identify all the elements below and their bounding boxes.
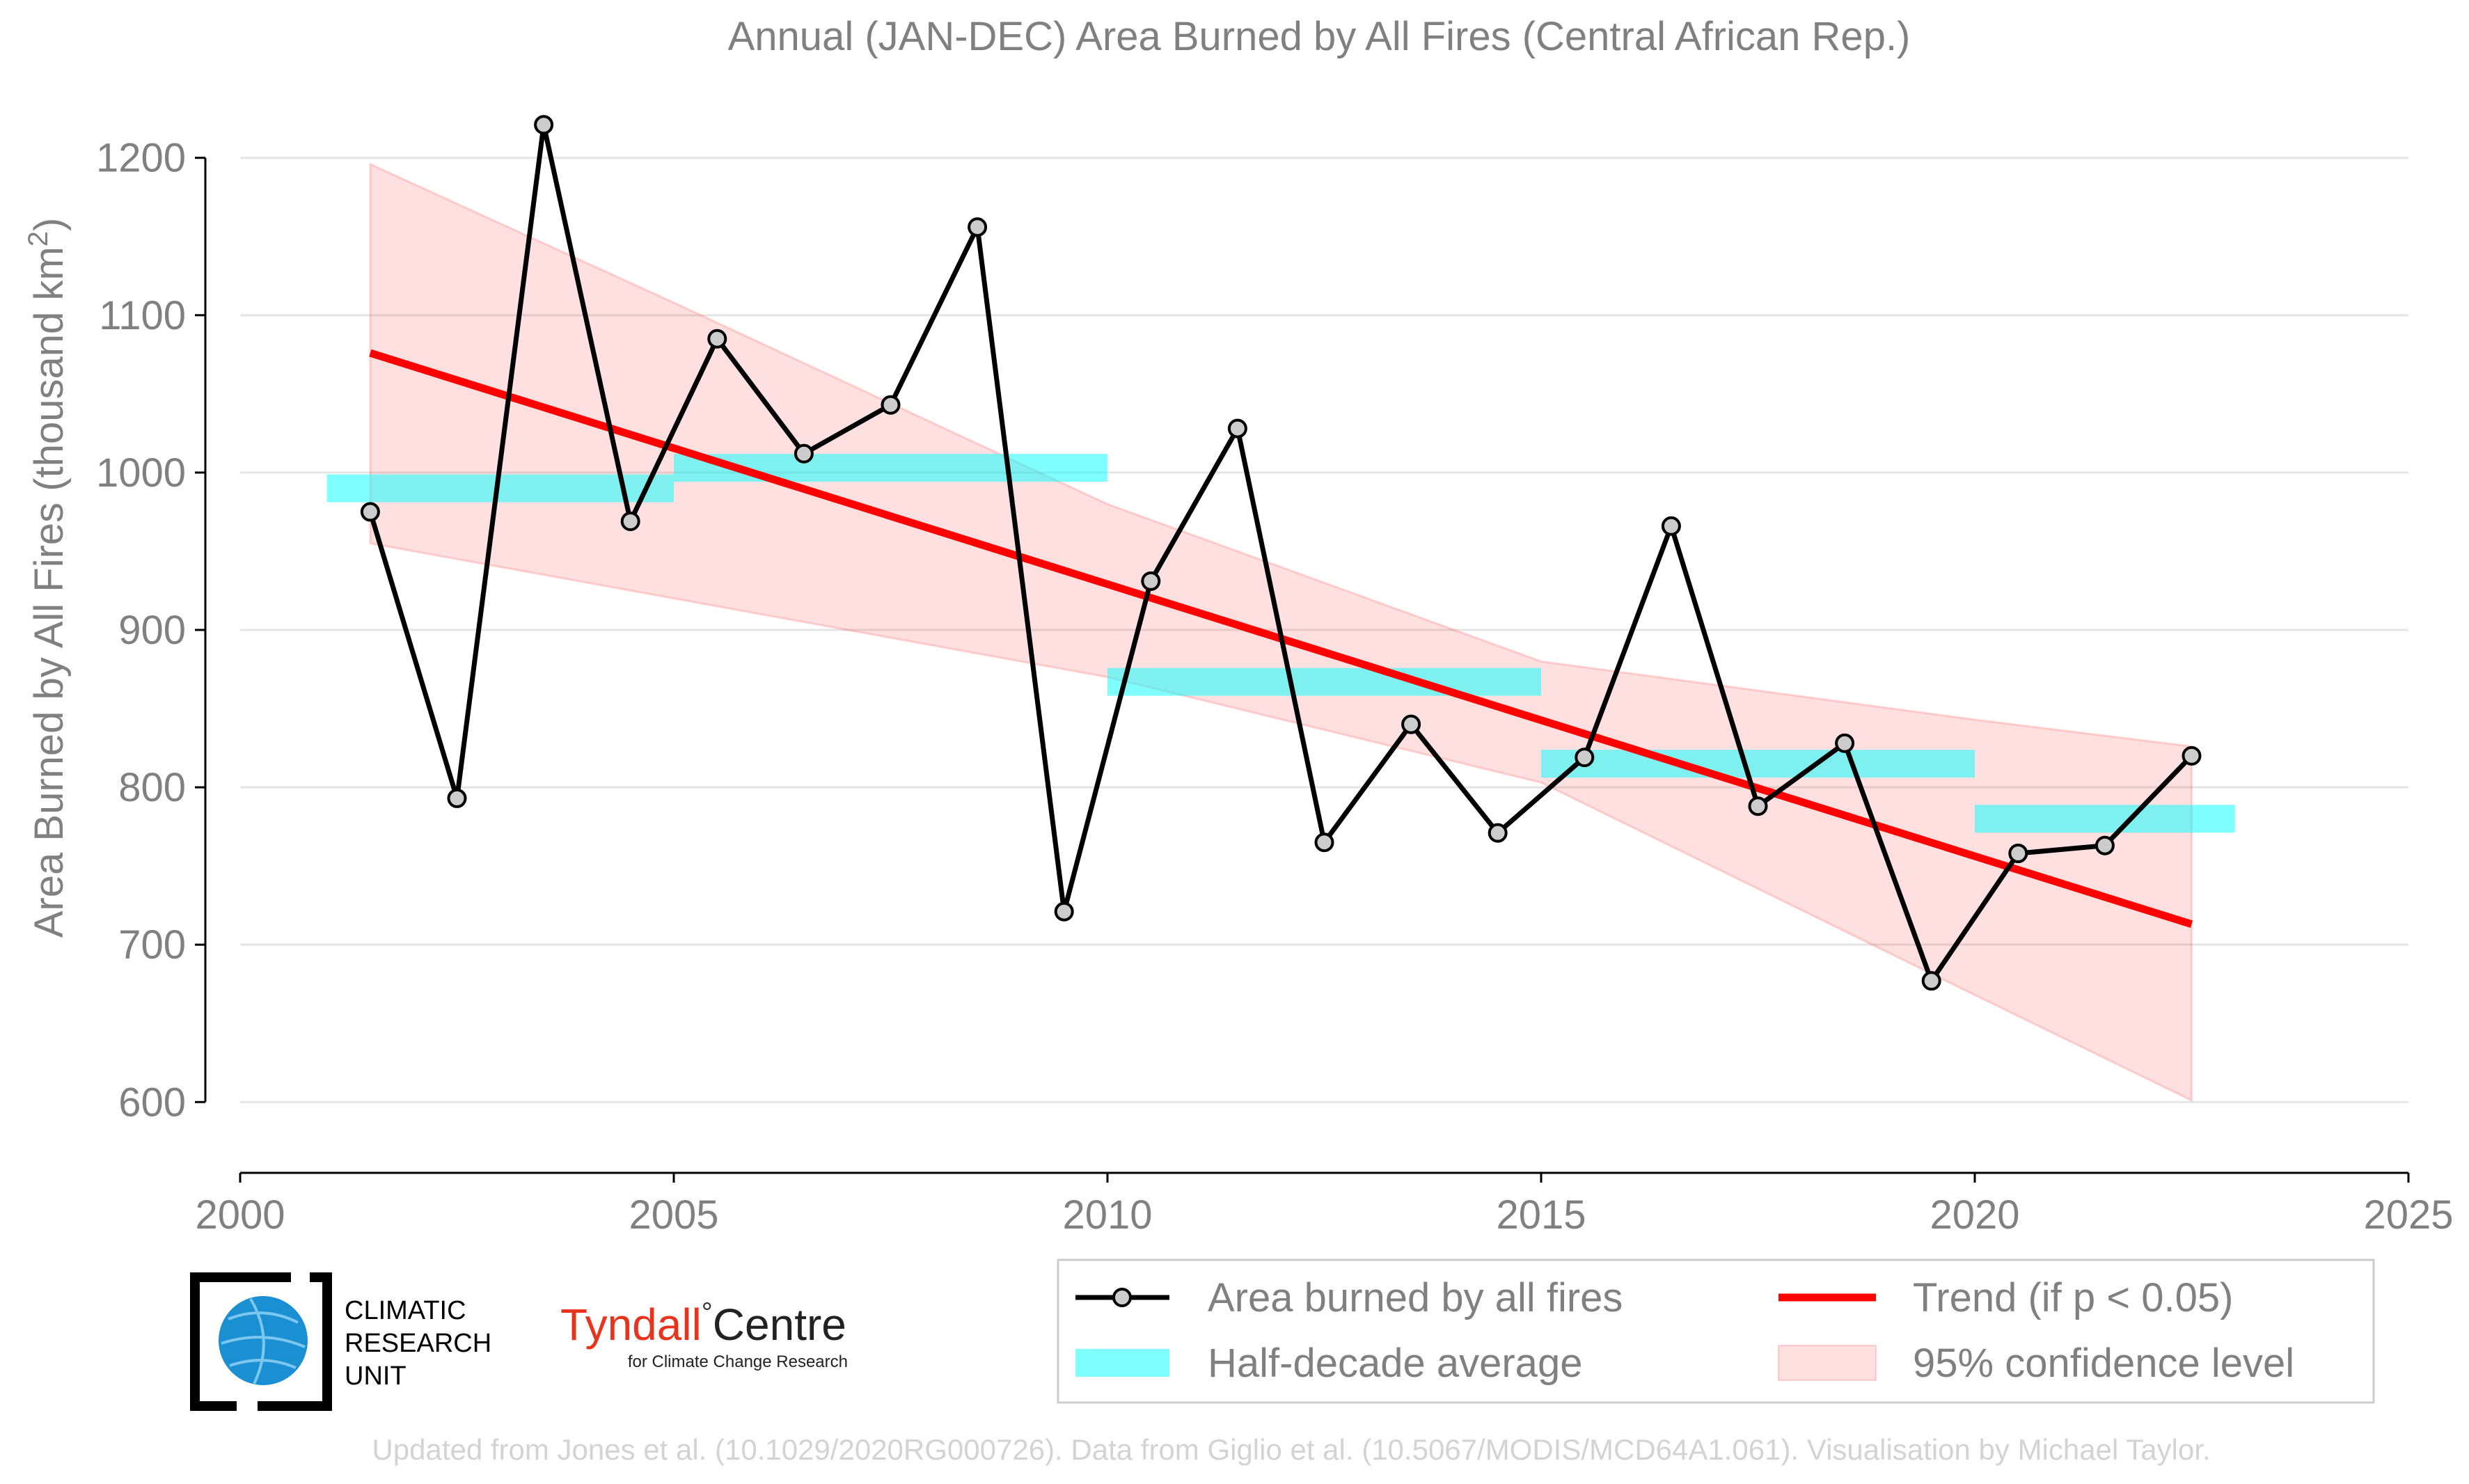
y-tick-label-900: 900 bbox=[118, 608, 186, 653]
legend-label-series: Area burned by all fires bbox=[1208, 1275, 1623, 1320]
y-tick-label-1100: 1100 bbox=[99, 293, 186, 338]
half-decade-bar-3 bbox=[1541, 750, 1975, 778]
legend-frame bbox=[1057, 1258, 2375, 1404]
tyndall-logo-name: Tyndall°Centre bbox=[560, 1297, 846, 1350]
grid-lines bbox=[240, 157, 2408, 1103]
cru-logo-frame-right bbox=[258, 1272, 332, 1411]
data-point-21 bbox=[2182, 745, 2202, 766]
cru-logo-frame-left bbox=[190, 1272, 291, 1411]
y-axis: 600 700 800 900 1000 1100 1200 bbox=[96, 136, 207, 1125]
data-point-15 bbox=[1661, 516, 1681, 536]
x-tick-label-2000: 2000 bbox=[195, 1192, 285, 1238]
y-tick-label-1200: 1200 bbox=[96, 136, 186, 181]
cru-logo-line-2: RESEARCH bbox=[345, 1329, 491, 1358]
series-layer bbox=[360, 115, 2202, 991]
chart-title: Annual (JAN-DEC) Area Burned by All Fire… bbox=[728, 14, 1911, 59]
data-point-19 bbox=[2008, 844, 2028, 864]
data-point-13 bbox=[1488, 823, 1508, 843]
globe-lines-icon bbox=[221, 1297, 306, 1384]
half-decade-average-layer bbox=[326, 454, 2235, 833]
legend-average-swatch bbox=[1075, 1349, 1169, 1377]
half-decade-bar-2 bbox=[1107, 668, 1541, 696]
y-tick-label-800: 800 bbox=[118, 765, 186, 810]
x-tick-label-2020: 2020 bbox=[1930, 1192, 2019, 1238]
x-tick-label-2015: 2015 bbox=[1496, 1192, 1586, 1238]
x-tick-label-2005: 2005 bbox=[629, 1192, 718, 1238]
legend-label-average: Half-decade average bbox=[1208, 1341, 1582, 1386]
cru-logo-line-3: UNIT bbox=[345, 1361, 407, 1391]
data-point-8 bbox=[1054, 901, 1074, 922]
x-tick-label-2025: 2025 bbox=[2363, 1192, 2453, 1238]
half-decade-bar-4 bbox=[1975, 805, 2235, 833]
legend-confidence-swatch bbox=[1778, 1345, 1877, 1381]
data-point-7 bbox=[968, 217, 988, 237]
legend-series-marker-swatch bbox=[1112, 1288, 1132, 1307]
y-axis-label: Area Burned by All Fires (thousand km2) bbox=[23, 218, 72, 938]
x-axis: 2000 2005 2010 2015 2020 2025 bbox=[195, 1171, 2454, 1238]
data-point-0 bbox=[360, 502, 380, 522]
cru-logo-line-1: CLIMATIC bbox=[345, 1296, 466, 1325]
data-point-20 bbox=[2095, 835, 2115, 855]
tyndall-logo-subtitle: for Climate Change Research bbox=[628, 1352, 848, 1371]
data-point-18 bbox=[1921, 971, 1941, 991]
data-point-6 bbox=[881, 395, 901, 415]
data-point-12 bbox=[1401, 714, 1421, 734]
y-tick-label-600: 600 bbox=[118, 1080, 186, 1125]
x-tick-label-2010: 2010 bbox=[1062, 1192, 1152, 1238]
data-point-1 bbox=[447, 788, 467, 808]
data-point-11 bbox=[1314, 832, 1334, 853]
data-point-2 bbox=[534, 115, 554, 135]
data-point-5 bbox=[794, 443, 814, 464]
data-point-10 bbox=[1227, 418, 1247, 439]
legend-label-trend: Trend (if p < 0.05) bbox=[1913, 1275, 2233, 1320]
data-point-3 bbox=[620, 512, 640, 531]
cru-logo: CLIMATIC RESEARCH UNIT bbox=[190, 1272, 491, 1411]
legend: Area burned by all fires Half-decade ave… bbox=[1057, 1258, 2375, 1404]
tyndall-logo: Tyndall°Centre for Climate Change Resear… bbox=[560, 1297, 848, 1371]
data-point-17 bbox=[1835, 733, 1855, 753]
legend-label-confidence: 95% confidence level bbox=[1913, 1341, 2294, 1386]
y-tick-label-1000: 1000 bbox=[96, 450, 186, 496]
y-tick-label-700: 700 bbox=[118, 922, 186, 968]
data-point-4 bbox=[707, 329, 727, 349]
series-line bbox=[368, 124, 2194, 986]
footer-credits: Updated from Jones et al. (10.1029/2020R… bbox=[372, 1433, 2210, 1466]
data-point-16 bbox=[1748, 796, 1768, 816]
data-point-14 bbox=[1575, 748, 1595, 768]
data-point-9 bbox=[1141, 571, 1161, 591]
